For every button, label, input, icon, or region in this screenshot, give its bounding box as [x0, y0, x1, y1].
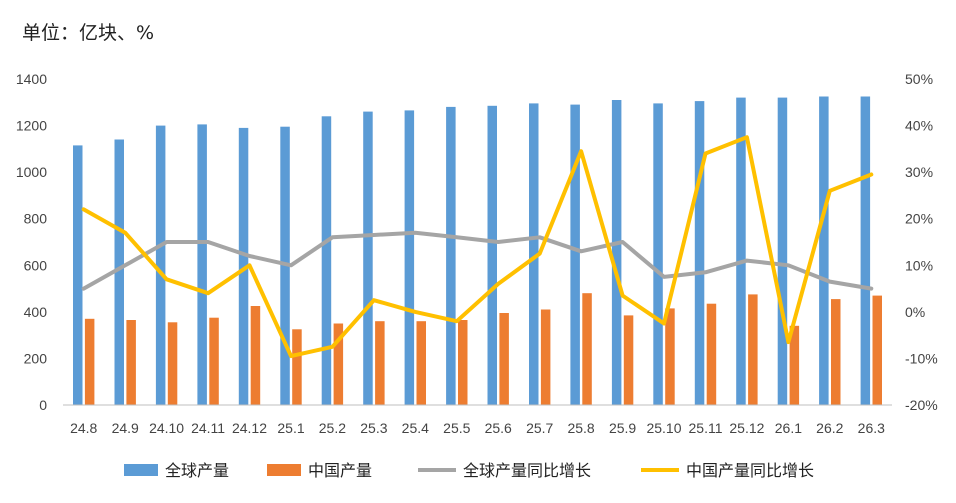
series-lines — [81, 135, 874, 359]
x-tick-label: 24.9 — [112, 420, 139, 436]
bar-china-26.3 — [872, 295, 882, 405]
bar-global-24.12 — [238, 127, 249, 406]
legend-label: 全球产量 — [165, 461, 229, 480]
bar-china-25.4 — [416, 321, 426, 405]
series-global-bars — [73, 96, 871, 406]
legend-swatch — [267, 464, 301, 476]
x-tick-label: 25.11 — [689, 420, 723, 436]
left-tick-label: 0 — [39, 397, 47, 413]
x-tick-label: 25.8 — [567, 420, 594, 436]
x-tick-label: 26.1 — [775, 420, 802, 436]
bar-china-25.12 — [748, 294, 758, 405]
bar-global-25.6 — [487, 105, 497, 406]
left-tick-label: 400 — [24, 304, 48, 320]
bar-china-25.10 — [665, 308, 675, 405]
bar-china-24.10 — [167, 322, 178, 405]
x-tick-label: 25.2 — [319, 420, 346, 436]
bar-global-25.3 — [363, 111, 373, 405]
right-tick-label: -20% — [905, 397, 938, 413]
unit-label: 单位：亿块、% — [22, 22, 155, 44]
x-tick-label: 26.2 — [816, 420, 843, 436]
bar-global-24.8 — [73, 145, 83, 405]
bar-china-25.11 — [706, 303, 717, 405]
bar-china-24.12 — [250, 306, 261, 405]
x-tick-label: 24.11 — [191, 420, 225, 436]
bar-global-25.2 — [321, 116, 332, 406]
right-tick-label: 0% — [905, 304, 925, 320]
bar-global-26.3 — [860, 96, 871, 405]
x-tick-label: 24.10 — [149, 420, 184, 436]
bar-china-25.7 — [540, 309, 551, 405]
left-tick-label: 1400 — [16, 71, 47, 87]
left-tick-label: 600 — [24, 257, 48, 273]
bar-china-26.2 — [831, 299, 841, 405]
legend-label: 全球产量同比增长 — [463, 461, 591, 480]
left-tick-label: 1200 — [16, 118, 47, 134]
bar-china-24.11 — [209, 317, 219, 405]
bar-china-26.1 — [789, 325, 800, 405]
bar-china-25.8 — [582, 293, 592, 405]
x-tick-label: 25.7 — [526, 420, 553, 436]
x-tick-label: 25.12 — [729, 420, 764, 436]
bar-china-24.8 — [84, 318, 95, 405]
bar-china-25.5 — [458, 320, 468, 405]
bar-global-25.12 — [736, 97, 746, 405]
right-tick-label: 20% — [905, 211, 933, 227]
bar-global-24.10 — [155, 125, 166, 405]
bar-china-25.9 — [623, 315, 634, 405]
right-tick-label: -10% — [905, 350, 938, 366]
x-tick-label: 25.5 — [443, 420, 470, 436]
bar-china-25.3 — [375, 321, 385, 405]
x-tick-label: 26.3 — [858, 420, 885, 436]
bar-china-25.1 — [292, 329, 302, 405]
bar-global-25.8 — [570, 104, 580, 405]
bar-global-25.5 — [446, 106, 456, 406]
bar-global-26.1 — [777, 97, 788, 405]
left-tick-label: 1000 — [16, 164, 47, 180]
x-tick-label: 24.8 — [70, 420, 97, 436]
bar-global-26.2 — [819, 96, 829, 405]
axes: 24.8 24.9 24.10 24.11 24.12 25.1 25.2 25.3 25.4 2… — [16, 71, 938, 436]
left-tick-label: 200 — [24, 350, 48, 366]
right-tick-label: 10% — [905, 257, 933, 273]
right-tick-label: 30% — [905, 164, 933, 180]
legend-swatch — [124, 464, 158, 476]
bar-china-25.6 — [499, 313, 509, 405]
x-tick-label: 24.12 — [232, 420, 267, 436]
series-china-bars — [84, 293, 882, 405]
x-tick-label: 25.1 — [277, 420, 304, 436]
bar-global-24.9 — [114, 139, 124, 405]
left-tick-label: 800 — [24, 211, 48, 227]
right-tick-label: 50% — [905, 71, 933, 87]
bar-china-24.9 — [126, 320, 136, 405]
legend-label: 中国产量 — [308, 461, 372, 480]
legend-label: 中国产量同比增长 — [686, 461, 814, 480]
x-tick-label: 25.6 — [485, 420, 512, 436]
bar-global-25.11 — [694, 101, 705, 405]
bar-china-25.2 — [333, 323, 344, 405]
x-tick-label: 25.10 — [646, 420, 681, 436]
right-tick-label: 40% — [905, 118, 933, 134]
line-china-yoy — [81, 135, 874, 359]
bar-global-25.10 — [653, 103, 663, 406]
bar-global-25.9 — [611, 100, 622, 405]
x-tick-label: 25.3 — [360, 420, 387, 436]
bar-global-25.7 — [529, 103, 539, 406]
legend: 全球产量 中国产量 全球产量同比增长 中国产量同比增长 — [124, 461, 814, 480]
line-global-yoy — [81, 230, 874, 291]
x-tick-label: 25.9 — [609, 420, 636, 436]
x-tick-label: 25.4 — [402, 420, 429, 436]
bar-global-25.4 — [404, 110, 415, 406]
bar-global-24.11 — [197, 124, 207, 406]
